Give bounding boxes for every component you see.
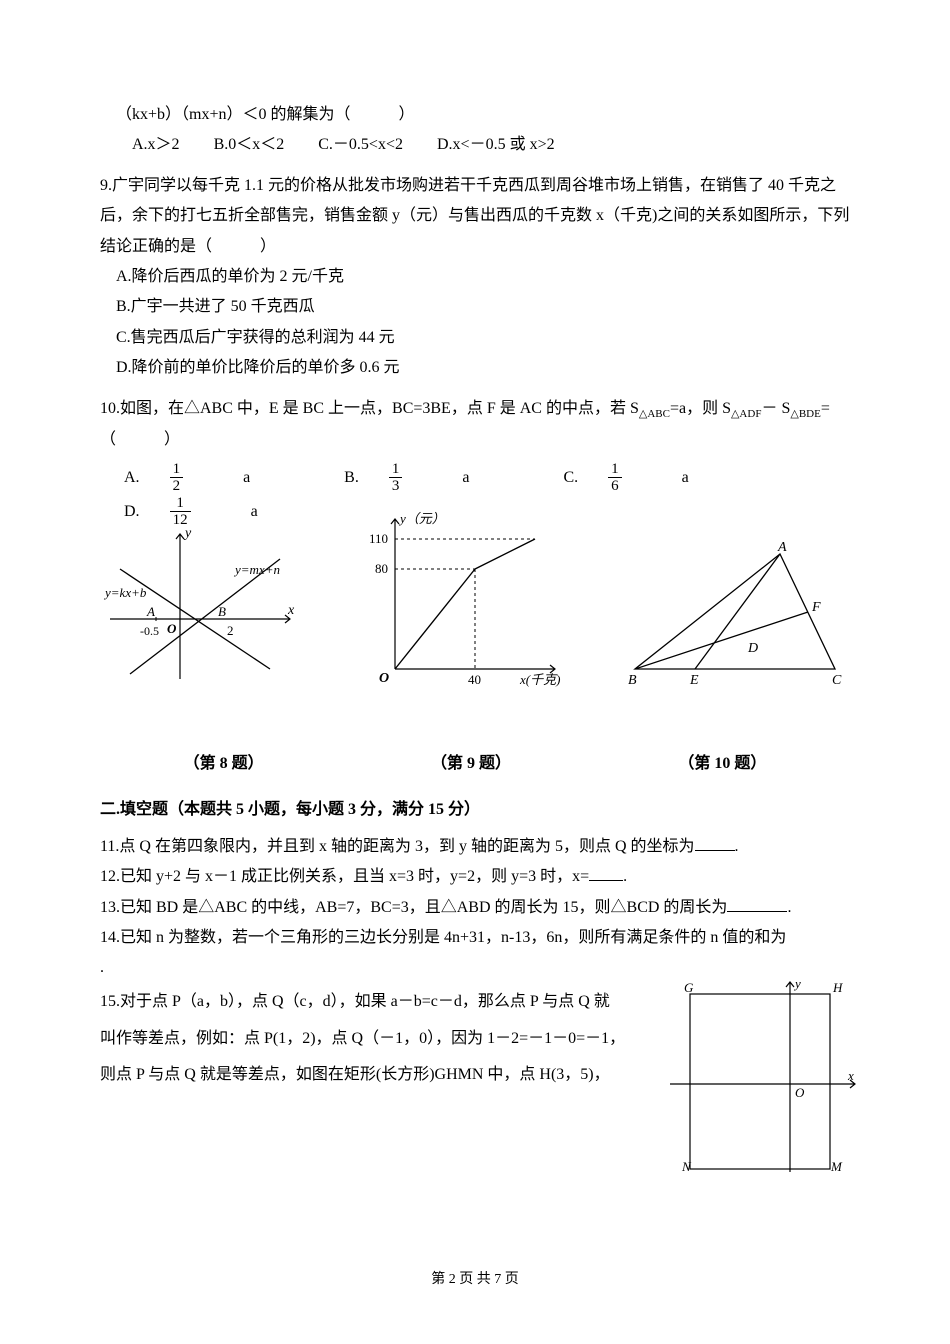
q8-stem: （kx+b）（mx+n）＜0 的解集为（ ） (100, 100, 850, 130)
fig9-40: 40 (468, 672, 481, 687)
page-footer: 第 2 页 共 7 页 (0, 1267, 950, 1294)
fig9-80: 80 (375, 561, 388, 576)
q10-sub-adf: △ADF (731, 408, 761, 420)
q10-c-den: 6 (608, 478, 622, 495)
q12-text: 12.已知 y+2 与 x－1 成正比例关系，且当 x=3 时，y=2，则 y=… (100, 868, 589, 885)
q10-c-pre: C. (563, 463, 578, 493)
q13-blank (727, 895, 787, 912)
q10-a-num: 1 (170, 461, 184, 479)
q10-c-num: 1 (608, 461, 622, 479)
q12: 12.已知 y+2 与 x－1 成正比例关系，且当 x=3 时，y=2，则 y=… (100, 862, 850, 892)
q15-line3: 则点 P 与点 Q 就是等差点，如图在矩形(长方形)GHMN 中，点 H(3，5… (100, 1057, 640, 1094)
q15-line2: 叫作等差点，例如：点 P(1，2)，点 Q（－1，0），因为 1－2=－1－0=… (100, 1021, 640, 1058)
fig10-svg: A B C D E F (620, 539, 850, 689)
fig8-A: A (146, 604, 155, 619)
caption-8: （第 8 题） (184, 749, 264, 779)
fig10-B: B (628, 673, 637, 688)
fig8-neg05: -0.5 (140, 624, 159, 638)
fig15-N: N (681, 1159, 692, 1174)
q10-text-3: － (761, 400, 777, 417)
q10-a-den: 2 (170, 478, 184, 495)
fig9-110: 110 (369, 531, 388, 546)
section2-title: 二.填空题（本题共 5 小题，每小题 3 分，满分 15 分） (100, 795, 850, 825)
fig9-O: O (379, 671, 389, 686)
q10-sub-bde: △BDE (790, 408, 820, 420)
q10-b-pre: B. (344, 463, 359, 493)
fig9-y-label: y（元） (398, 511, 445, 526)
q8-opt-d: D.x<－0.5 或 x>2 (437, 130, 555, 160)
q10-stem: 10.如图，在△ABC 中，E 是 BC 上一点，BC=3BE，点 F 是 AC… (100, 394, 850, 455)
q10-a-pre: A. (124, 463, 140, 493)
fig10-A: A (777, 540, 787, 555)
fig15-G: G (684, 980, 694, 995)
q9-options: A.降价后西瓜的单价为 2 元/千克 B.广宇一共进了 50 千克西瓜 C.售完… (100, 262, 850, 384)
q10-text-1: 10.如图，在△ABC 中，E 是 BC 上一点，BC=3BE，点 F 是 AC… (100, 400, 639, 417)
q10-opt-a: A. 12 a (124, 461, 280, 495)
q11-end: . (735, 838, 739, 855)
caption-9: （第 9 题） (431, 749, 511, 779)
fig15-x: x (847, 1068, 854, 1083)
fig15-svg: G H M N O x y (660, 974, 860, 1174)
q15-wrap: 15.对于点 P（a，b），点 Q（c，d），如果 a－b=c－d，那么点 P … (100, 984, 850, 1094)
q9-opt-a: A.降价后西瓜的单价为 2 元/千克 (116, 262, 468, 292)
q13: 13.已知 BD 是△ABC 的中线，AB=7，BC=3，且△ABD 的周长为 … (100, 893, 850, 923)
fig15-O: O (795, 1085, 805, 1100)
fig15-y: y (793, 976, 801, 991)
q12-end: . (623, 868, 627, 885)
q9-stem: 9.广宇同学以每千克 1.1 元的价格从批发市场购进若干千克西瓜到周谷堆市场上销… (100, 171, 850, 262)
q14-text: 14.已知 n 为整数，若一个三角形的三边长分别是 4n+31，n-13，6n，… (100, 929, 786, 946)
fig10-D: D (747, 641, 758, 656)
q10-sub-abc: △ABC (639, 408, 670, 420)
fig9-svg: y（元） x(千克) O 110 80 40 (355, 509, 565, 689)
q12-blank (589, 864, 623, 881)
captions-row: （第 8 题） （第 9 题） （第 10 题） (100, 749, 850, 779)
q8-options: A.x＞2 B.0＜x＜2 C.－0.5<x<2 D.x<－0.5 或 x>2 (100, 130, 850, 160)
q10-b-suf: a (462, 463, 469, 493)
fig15-H: H (832, 980, 843, 995)
fig8-line2-label: y=mx+n (233, 562, 280, 577)
fig10-F: F (811, 600, 821, 615)
q10-opt-c: C. 16 a (563, 461, 718, 495)
q9-opt-d: D.降价前的单价比降价后的单价多 0.6 元 (116, 353, 468, 383)
q15-line1: 15.对于点 P（a，b），点 Q（c，d），如果 a－b=c－d，那么点 P … (100, 984, 640, 1021)
q13-end: . (787, 899, 791, 916)
fig9-x-label: x(千克) (519, 672, 560, 687)
q9-opt-b: B.广宇一共进了 50 千克西瓜 (116, 292, 468, 322)
q8-opt-c: C.－0.5<x<2 (318, 130, 403, 160)
fig8-2: 2 (227, 623, 234, 638)
q9-stem-text: 9.广宇同学以每千克 1.1 元的价格从批发市场购进若干千克西瓜到周谷堆市场上销… (100, 177, 849, 255)
q10-b-num: 1 (389, 461, 403, 479)
q8-stem-text: （kx+b）（mx+n）＜0 的解集为（ ） (116, 106, 415, 123)
q8-opt-b: B.0＜x＜2 (214, 130, 285, 160)
fig8-svg: y x y=kx+b y=mx+n A B O -0.5 2 (100, 519, 300, 689)
figures-row: y x y=kx+b y=mx+n A B O -0.5 2 (100, 509, 850, 689)
q10-d-num: 1 (170, 495, 191, 513)
q10-c-suf: a (682, 463, 689, 493)
fig8-x-label: x (287, 603, 295, 618)
q9-opt-c: C.售完西瓜后广宇获得的总利润为 44 元 (116, 323, 468, 353)
fig10-E: E (689, 673, 699, 688)
q14-end: . (100, 959, 104, 976)
fig8-O: O (167, 621, 177, 636)
q13-text: 13.已知 BD 是△ABC 的中线，AB=7，BC=3，且△ABD 的周长为 … (100, 899, 727, 916)
q10-text-2: =a，则 S (670, 400, 731, 417)
caption-10: （第 10 题） (678, 749, 766, 779)
q10-opt-b: B. 13 a (344, 461, 499, 495)
q10-b-den: 3 (389, 478, 403, 495)
q8-opt-a: A.x＞2 (132, 130, 180, 160)
q11-blank (695, 834, 735, 851)
q11: 11.点 Q 在第四象限内，并且到 x 轴的距离为 3，到 y 轴的距离为 5，… (100, 832, 850, 862)
q11-text: 11.点 Q 在第四象限内，并且到 x 轴的距离为 3，到 y 轴的距离为 5，… (100, 838, 695, 855)
fig8-line1-label: y=kx+b (103, 585, 147, 600)
fig15-M: M (830, 1159, 843, 1174)
q10-a-suf: a (243, 463, 250, 493)
fig10-C: C (832, 673, 842, 688)
fig8-y-label: y (183, 526, 192, 541)
fig8-B: B (218, 604, 226, 619)
